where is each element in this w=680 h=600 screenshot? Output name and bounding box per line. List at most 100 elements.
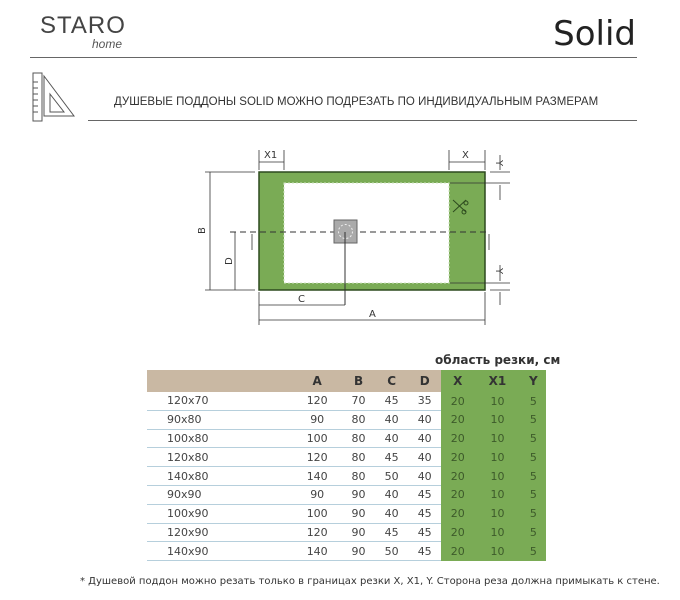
value-cell: 20 — [441, 429, 475, 448]
column-header: X1 — [474, 370, 521, 392]
value-cell: 20 — [441, 392, 475, 411]
value-cell: 45 — [375, 392, 409, 411]
value-cell: 20 — [441, 504, 475, 524]
value-cell: 90 — [292, 410, 342, 430]
column-header: C — [375, 370, 409, 392]
size-cell: 90x80 — [147, 410, 293, 430]
table-row: 120x70 120 70 45 35 20 10 5 — [147, 392, 546, 411]
size-cell: 90x90 — [147, 485, 293, 505]
value-cell: 45 — [408, 504, 442, 524]
value-cell: 10 — [474, 504, 521, 524]
table-header: A B C D X X1 Y — [147, 370, 546, 392]
value-cell: 10 — [474, 447, 521, 467]
column-header: X — [441, 370, 475, 392]
subtitle: ДУШЕВЫЕ ПОДДОНЫ SOLID МОЖНО ПОДРЕЗАТЬ ПО… — [114, 96, 599, 108]
value-cell: 45 — [408, 523, 442, 543]
value-cell: 80 — [342, 410, 376, 430]
value-cell: 5 — [520, 523, 546, 542]
label-d: D — [224, 257, 235, 265]
value-cell: 50 — [375, 466, 409, 486]
footnote: * Душевой поддон можно резать только в г… — [80, 576, 660, 587]
value-cell: 5 — [520, 447, 546, 467]
uncuttable-area — [283, 182, 450, 284]
value-cell: 90 — [292, 485, 342, 505]
header-divider — [30, 57, 637, 58]
label-y-bottom: Y — [493, 267, 504, 275]
label-x: X — [462, 150, 469, 161]
size-cell: 140x90 — [147, 541, 293, 562]
value-cell: 45 — [408, 541, 442, 562]
column-header — [147, 370, 293, 392]
value-cell: 120 — [292, 523, 342, 543]
table-row: 100x90 100 90 40 45 20 10 5 — [147, 504, 546, 524]
value-cell: 40 — [375, 485, 409, 505]
value-cell: 45 — [375, 523, 409, 543]
value-cell: 20 — [441, 410, 475, 430]
cut-diagram: X1 X Y Y B D C A — [197, 150, 510, 325]
table-row: 120x80 120 80 45 40 20 10 5 — [147, 447, 546, 468]
value-cell: 10 — [474, 523, 521, 542]
size-cell: 100x90 — [147, 504, 293, 524]
value-cell: 40 — [408, 410, 442, 430]
value-cell: 5 — [520, 410, 546, 430]
value-cell: 40 — [375, 429, 409, 449]
size-cell: 120x90 — [147, 523, 293, 543]
scissors-icon — [452, 199, 469, 215]
value-cell: 5 — [520, 466, 546, 486]
table-row: 120x90 120 90 45 45 20 10 5 — [147, 523, 546, 543]
value-cell: 10 — [474, 466, 521, 486]
value-cell: 20 — [441, 466, 475, 486]
value-cell: 20 — [441, 541, 475, 561]
value-cell: 10 — [474, 392, 521, 411]
value-cell: 20 — [441, 523, 475, 542]
dimensions-table: A B C D X X1 Y 120x70 120 70 45 35 20 10 5 90x80 90 80 40… — [147, 370, 546, 562]
table-row: 140x90 140 90 50 45 20 10 5 — [147, 541, 546, 562]
value-cell: 10 — [474, 429, 521, 448]
value-cell: 120 — [292, 392, 342, 411]
value-cell: 90 — [342, 523, 376, 543]
staro-home-logo: STARO home — [40, 12, 126, 51]
subtitle-divider — [88, 120, 637, 121]
table-row: 90x80 90 80 40 40 20 10 5 — [147, 410, 546, 430]
column-header: D — [408, 370, 442, 392]
value-cell: 20 — [441, 447, 475, 467]
value-cell: 90 — [342, 504, 376, 524]
column-header: A — [292, 370, 342, 392]
label-x1: X1 — [264, 150, 277, 161]
value-cell: 35 — [408, 392, 442, 411]
value-cell: 5 — [520, 485, 546, 505]
value-cell: 10 — [474, 410, 521, 430]
value-cell: 5 — [520, 504, 546, 524]
label-b: B — [197, 227, 208, 234]
value-cell: 70 — [342, 392, 376, 411]
cut-area-label: область резки, см — [435, 353, 561, 367]
label-y-top: Y — [493, 159, 504, 167]
value-cell: 40 — [408, 466, 442, 486]
size-cell: 140x80 — [147, 466, 293, 486]
size-cell: 120x70 — [147, 392, 293, 411]
value-cell: 5 — [520, 429, 546, 448]
value-cell: 5 — [520, 392, 546, 411]
value-cell: 10 — [474, 541, 521, 561]
value-cell: 140 — [292, 541, 342, 562]
size-cell: 120x80 — [147, 447, 293, 468]
value-cell: 45 — [375, 447, 409, 468]
table-row: 90x90 90 90 40 45 20 10 5 — [147, 485, 546, 505]
value-cell: 40 — [408, 429, 442, 449]
product-title: Solid — [553, 14, 636, 54]
table-row: 140x80 140 80 50 40 20 10 5 — [147, 466, 546, 486]
value-cell: 100 — [292, 429, 342, 449]
ruler-triangle-icon — [32, 72, 75, 122]
value-cell: 40 — [408, 447, 442, 468]
value-cell: 20 — [441, 485, 475, 505]
logo-text: STARO — [40, 12, 126, 39]
value-cell: 45 — [408, 485, 442, 505]
value-cell: 50 — [375, 541, 409, 562]
value-cell: 40 — [375, 410, 409, 430]
value-cell: 90 — [342, 541, 376, 562]
value-cell: 90 — [342, 485, 376, 505]
label-c: C — [298, 294, 305, 305]
value-cell: 80 — [342, 429, 376, 449]
label-a: A — [369, 309, 376, 320]
